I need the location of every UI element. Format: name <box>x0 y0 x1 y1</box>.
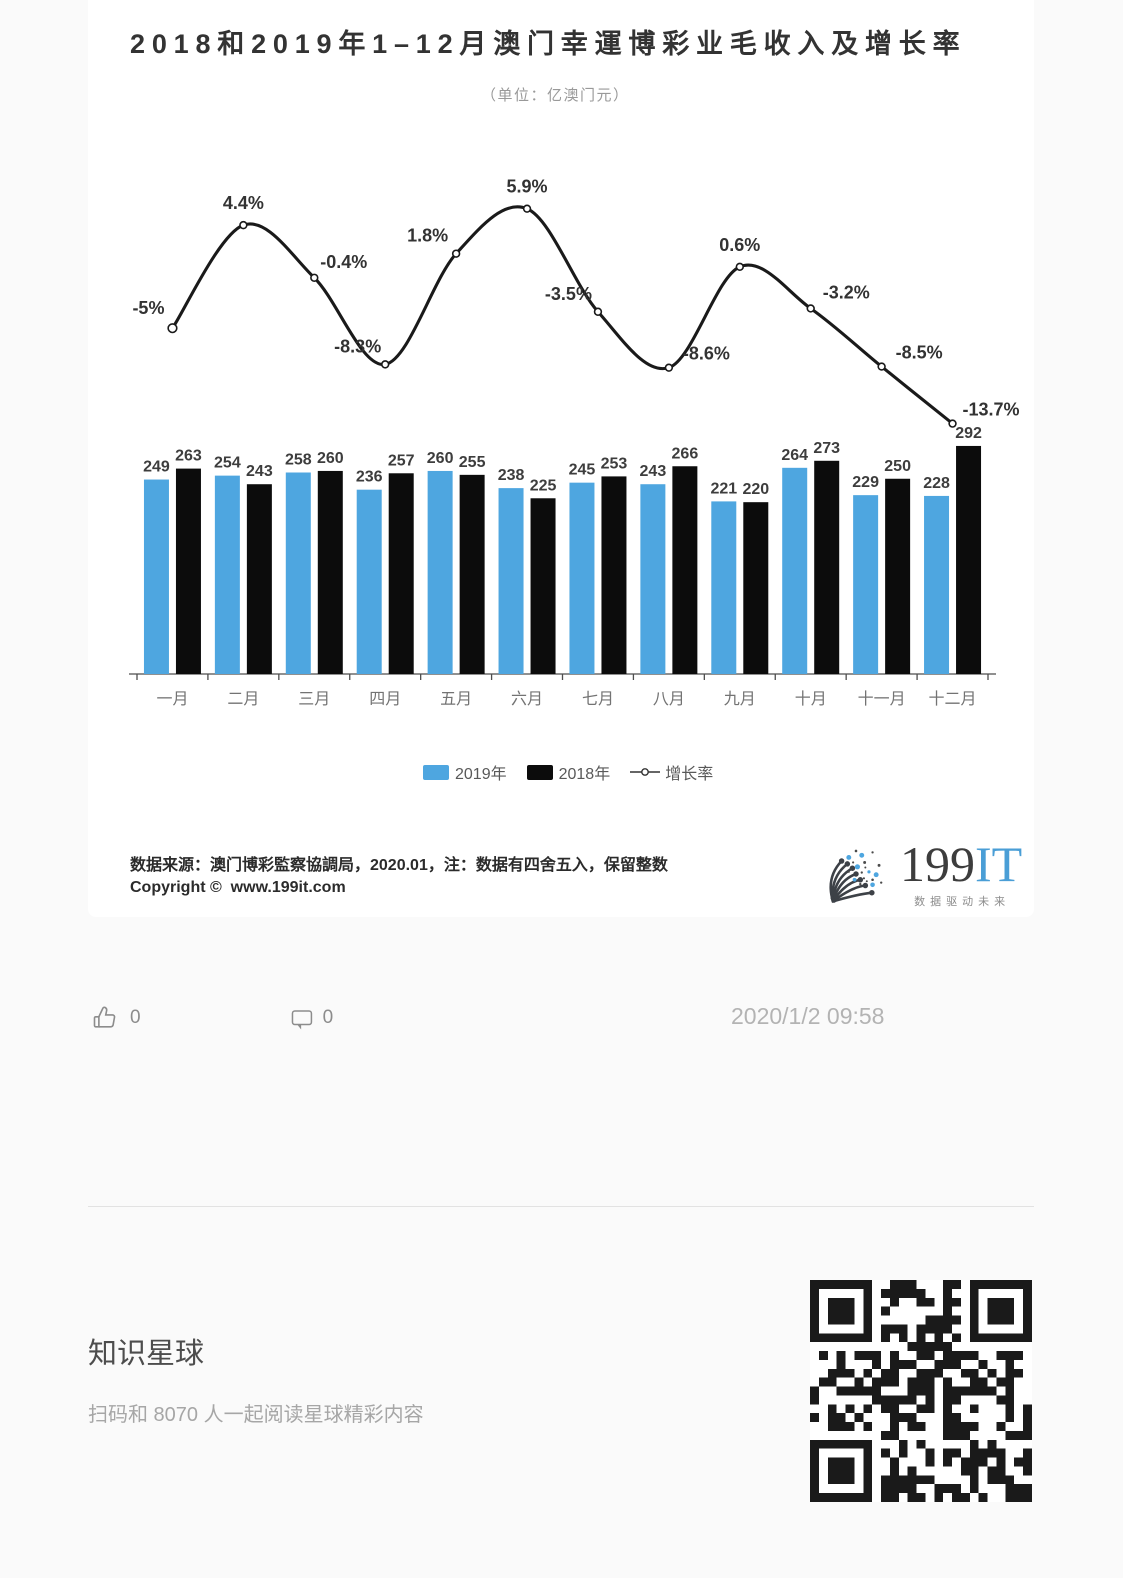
svg-text:十一月: 十一月 <box>858 690 906 708</box>
svg-text:258: 258 <box>285 452 312 469</box>
svg-text:三月: 三月 <box>298 691 330 708</box>
svg-text:260: 260 <box>317 450 344 467</box>
svg-text:一月: 一月 <box>156 691 188 708</box>
svg-text:六月: 六月 <box>511 690 543 708</box>
svg-text:225: 225 <box>530 477 557 494</box>
svg-text:250: 250 <box>884 458 911 475</box>
svg-text:253: 253 <box>601 455 628 472</box>
svg-text:255: 255 <box>459 454 486 471</box>
svg-text:243: 243 <box>246 463 273 480</box>
svg-text:十二月: 十二月 <box>929 690 977 708</box>
svg-text:229: 229 <box>852 474 879 491</box>
svg-text:七月: 七月 <box>582 690 614 708</box>
svg-text:-5%: -5% <box>132 298 164 318</box>
svg-text:245: 245 <box>569 462 596 479</box>
svg-text:-0.4%: -0.4% <box>320 252 367 272</box>
svg-text:238: 238 <box>498 467 525 484</box>
svg-text:5.9%: 5.9% <box>507 177 548 197</box>
svg-text:273: 273 <box>813 440 840 457</box>
svg-text:228: 228 <box>923 475 950 492</box>
svg-text:1.8%: 1.8% <box>407 226 448 246</box>
svg-text:五月: 五月 <box>440 691 472 708</box>
svg-text:260: 260 <box>427 450 454 467</box>
svg-text:4.4%: 4.4% <box>223 193 264 213</box>
svg-text:254: 254 <box>214 455 241 472</box>
svg-text:-8.6%: -8.6% <box>683 344 730 364</box>
svg-text:220: 220 <box>742 481 769 498</box>
svg-text:四月: 四月 <box>369 691 401 708</box>
svg-text:-3.5%: -3.5% <box>545 284 592 304</box>
svg-text:249: 249 <box>143 459 170 476</box>
svg-text:221: 221 <box>710 480 737 497</box>
svg-text:-3.2%: -3.2% <box>823 282 870 302</box>
svg-text:十月: 十月 <box>795 690 827 708</box>
svg-text:236: 236 <box>356 469 383 486</box>
svg-text:二月: 二月 <box>227 691 259 708</box>
svg-text:八月: 八月 <box>653 691 685 708</box>
svg-text:243: 243 <box>640 463 667 480</box>
svg-text:-8.3%: -8.3% <box>334 336 381 356</box>
svg-text:-13.7%: -13.7% <box>963 400 1020 420</box>
svg-text:257: 257 <box>388 452 415 469</box>
svg-text:263: 263 <box>175 448 202 465</box>
svg-text:266: 266 <box>672 445 699 462</box>
svg-text:-8.5%: -8.5% <box>896 343 943 363</box>
svg-text:0.6%: 0.6% <box>719 235 760 255</box>
svg-text:292: 292 <box>955 425 982 442</box>
svg-text:九月: 九月 <box>724 690 756 708</box>
svg-text:264: 264 <box>781 447 808 464</box>
